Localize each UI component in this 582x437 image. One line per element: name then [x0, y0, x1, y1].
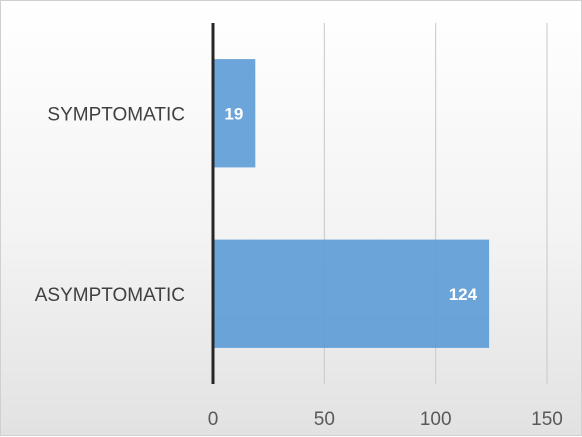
bar-asymptomatic [213, 239, 490, 348]
category-label-asymptomatic: ASYMPTOMATIC [35, 285, 185, 306]
category-label-symptomatic: SYMPTOMATIC [47, 104, 185, 125]
x-tick-label-100: 100 [420, 409, 452, 430]
x-tick-label-50: 50 [314, 409, 335, 430]
data-label-asymptomatic: 124 [449, 285, 478, 304]
data-label-symptomatic: 19 [224, 104, 243, 123]
x-tick-label-0: 0 [208, 409, 219, 430]
x-tick-label-150: 150 [531, 409, 563, 430]
bar-symptomatic [213, 59, 256, 168]
